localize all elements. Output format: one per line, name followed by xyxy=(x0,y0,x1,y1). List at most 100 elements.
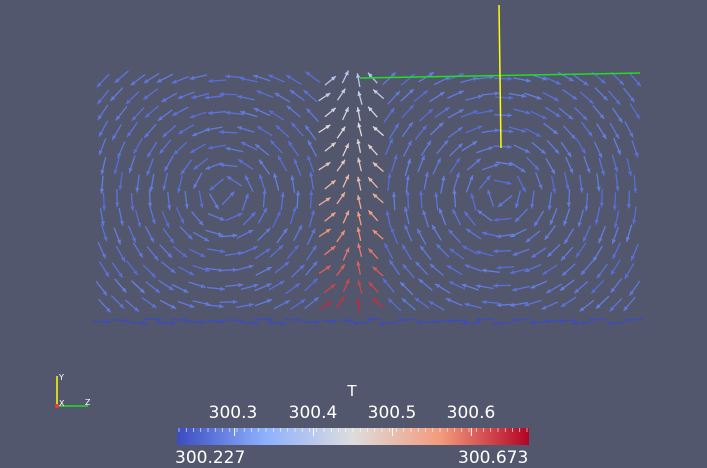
velocity-arrow xyxy=(343,248,349,261)
colorbar-tick-label: 300.4 xyxy=(289,403,338,423)
velocity-arrow xyxy=(452,189,456,207)
velocity-arrow xyxy=(162,173,167,191)
velocity-arrow xyxy=(245,175,253,191)
velocity-arrow xyxy=(100,176,104,194)
velocity-arrow xyxy=(597,264,608,278)
velocity-arrow xyxy=(368,145,377,155)
velocity-arrow xyxy=(118,172,122,190)
velocity-arrow xyxy=(132,281,145,293)
velocity-arrow xyxy=(181,160,191,175)
velocity-arrow xyxy=(145,226,153,242)
velocity-arrow xyxy=(581,261,593,275)
velocity-arrow xyxy=(391,227,398,244)
velocity-arrow xyxy=(439,208,446,225)
velocity-arrow xyxy=(460,77,477,83)
velocity-arrow xyxy=(240,111,257,117)
velocity-arrow xyxy=(309,190,313,208)
velocity-arrow xyxy=(448,127,463,137)
velocity-arrow xyxy=(400,282,413,295)
velocity-arrow xyxy=(524,93,541,99)
velocity-arrow xyxy=(476,284,494,288)
velocity-arrow xyxy=(222,192,234,205)
velocity-arrow xyxy=(406,175,410,193)
velocity-arrow xyxy=(115,71,129,83)
velocity-arrow xyxy=(278,155,287,171)
velocity-arrow xyxy=(368,107,377,117)
velocity-arrow xyxy=(146,282,160,293)
velocity-arrow xyxy=(402,105,414,118)
colorbar-tick-label: 300.5 xyxy=(368,403,417,423)
velocity-arrow xyxy=(159,280,174,290)
z-axis-label: Z xyxy=(85,398,91,407)
velocity-arrow xyxy=(100,208,104,226)
velocity-arrow xyxy=(389,123,398,138)
velocity-arrow xyxy=(482,300,500,304)
velocity-arrow xyxy=(476,146,493,152)
velocity-arrow xyxy=(98,299,110,312)
velocity-arrow xyxy=(625,122,633,138)
velocity-arrow xyxy=(208,214,225,221)
velocity-arrow xyxy=(493,321,511,325)
velocity-arrow xyxy=(208,145,226,149)
velocity-arrow xyxy=(532,142,546,153)
velocity-arrow xyxy=(337,127,345,139)
velocity-arrow xyxy=(115,189,119,207)
velocity-arrow xyxy=(624,297,636,311)
velocity-arrow xyxy=(630,104,639,119)
velocity-arrow xyxy=(255,249,270,259)
velocity-arrow xyxy=(397,318,415,322)
velocity-arrow xyxy=(627,190,631,208)
velocity-arrow xyxy=(353,321,367,325)
velocity-arrow xyxy=(534,211,543,226)
velocity-arrow xyxy=(530,281,547,288)
velocity-arrow xyxy=(597,173,601,191)
velocity-arrow xyxy=(552,176,557,194)
velocity-arrow xyxy=(177,176,182,194)
velocity-arrow xyxy=(161,262,175,273)
velocity-arrow xyxy=(464,211,475,225)
velocity-arrow xyxy=(447,91,463,98)
velocity-arrow xyxy=(546,284,562,293)
velocity-arrow xyxy=(515,209,527,222)
velocity-arrow xyxy=(593,246,602,261)
velocity-arrow xyxy=(495,96,513,100)
velocity-arrow xyxy=(254,317,272,321)
velocity-arrow xyxy=(402,298,416,310)
velocity-arrow xyxy=(465,264,482,271)
velocity-arrow xyxy=(357,123,361,137)
velocity-arrow xyxy=(136,210,142,227)
cursor-vertical-line xyxy=(499,5,501,148)
velocity-arrow xyxy=(241,142,257,150)
velocity-arrow xyxy=(512,286,530,291)
velocity-arrow xyxy=(92,320,110,324)
velocity-arrow xyxy=(111,318,129,322)
velocity-arrow xyxy=(574,75,589,85)
velocity-arrow xyxy=(296,191,300,209)
velocity-arrow xyxy=(476,317,494,321)
velocity-arrow xyxy=(454,172,460,189)
velocity-arrow xyxy=(114,157,120,174)
velocity-arrow xyxy=(510,162,525,172)
velocity-arrow xyxy=(176,207,184,223)
velocity-arrow xyxy=(162,211,169,228)
velocity-arrow xyxy=(510,229,526,237)
velocity-arrow xyxy=(337,264,345,275)
velocity-arrow xyxy=(143,89,157,100)
velocity-arrow xyxy=(303,90,317,102)
velocity-arrow xyxy=(614,210,619,228)
colorbar-tick-label: 300.3 xyxy=(209,403,258,423)
velocity-arrow xyxy=(98,105,108,120)
velocity-arrow xyxy=(524,300,541,306)
velocity-arrow xyxy=(118,142,125,159)
velocity-arrow xyxy=(478,210,492,221)
velocity-arrow xyxy=(343,279,349,292)
velocity-arrow xyxy=(208,79,226,83)
velocity-arrow xyxy=(466,126,483,133)
velocity-arrow xyxy=(111,296,124,309)
velocity-arrow xyxy=(626,225,632,242)
velocity-arrow xyxy=(385,243,393,259)
velocity-arrow xyxy=(268,321,286,325)
velocity-arrow xyxy=(386,211,391,229)
velocity-arrow xyxy=(613,243,621,259)
